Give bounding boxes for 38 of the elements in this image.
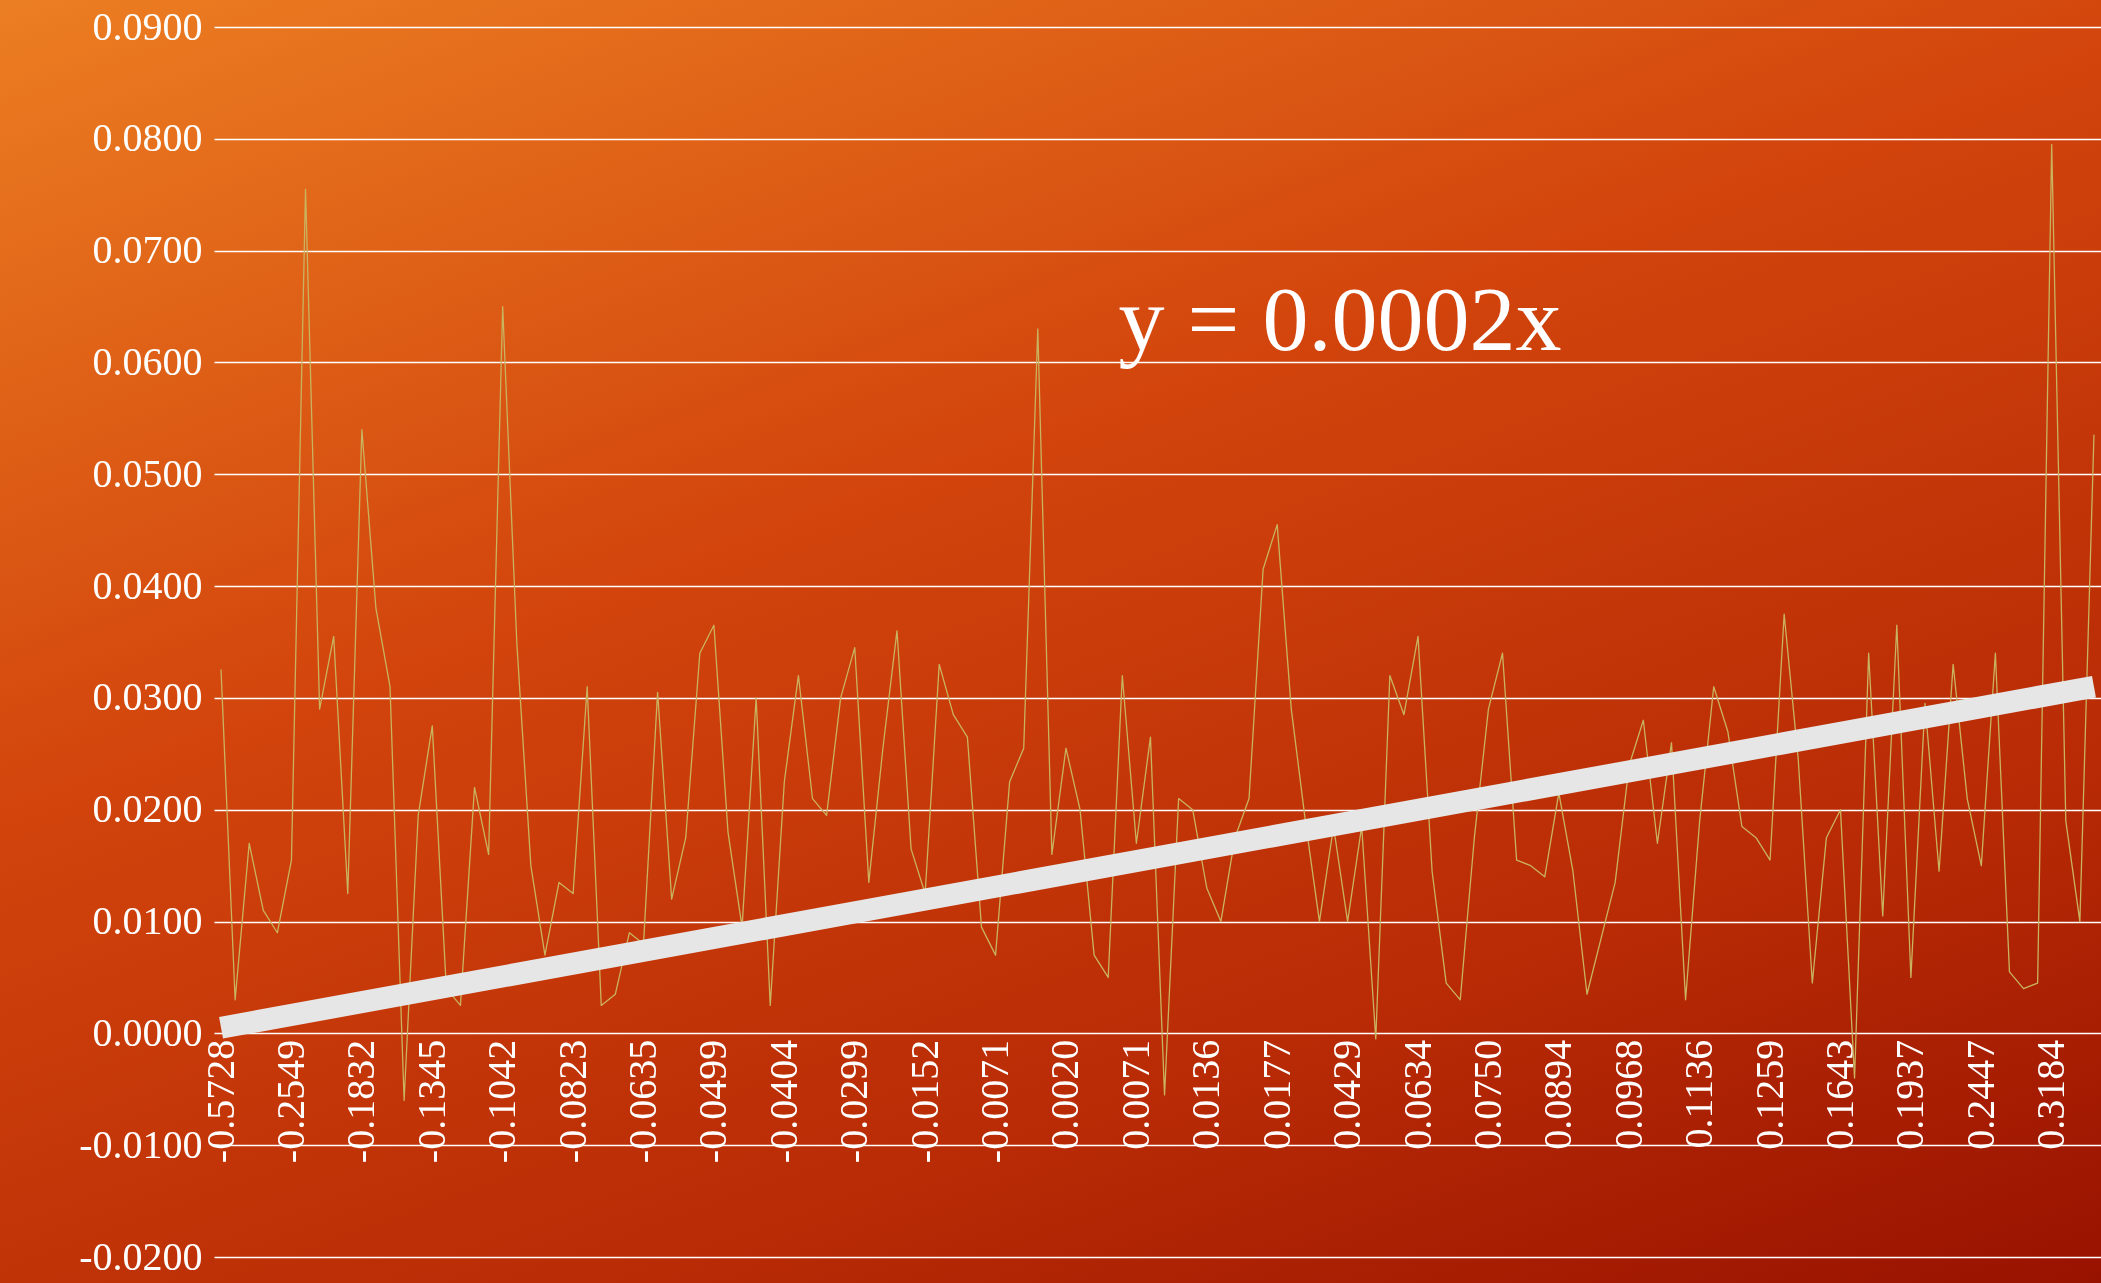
x-tick-label: -0.0299 bbox=[831, 1039, 877, 1164]
x-tick-label: 0.1136 bbox=[1676, 1039, 1722, 1149]
y-tick-label: 0.0300 bbox=[92, 674, 203, 720]
x-tick-label: -0.0635 bbox=[620, 1039, 665, 1164]
y-tick-label: 0.0200 bbox=[92, 786, 203, 832]
x-tick-label: -0.1345 bbox=[408, 1039, 454, 1164]
x-tick-label: 0.0968 bbox=[1605, 1039, 1651, 1150]
y-tick-label: 0.0100 bbox=[92, 898, 203, 944]
x-tick-label: 0.3184 bbox=[2028, 1039, 2074, 1150]
x-tick-label: -0.0152 bbox=[901, 1039, 947, 1164]
y-tick-label: -0.0200 bbox=[79, 1233, 203, 1279]
x-tick-label: -0.0499 bbox=[690, 1039, 736, 1164]
x-tick-label: 0.0071 bbox=[1112, 1039, 1158, 1150]
x-tick-label: 0.0894 bbox=[1535, 1039, 1581, 1150]
annotation: y = 0.0002x bbox=[1118, 268, 1562, 370]
x-tick-label: -0.1042 bbox=[479, 1039, 525, 1164]
x-tick-label: 0.0634 bbox=[1394, 1039, 1440, 1150]
y-tick-label: 0.0700 bbox=[92, 227, 203, 273]
x-tick-label: 0.0020 bbox=[1042, 1039, 1088, 1150]
x-tick-label: 0.0429 bbox=[1324, 1039, 1370, 1150]
x-tick-label: 0.0136 bbox=[1183, 1039, 1229, 1150]
x-tick-label: -0.0071 bbox=[972, 1039, 1018, 1164]
y-tick-label: 0.0900 bbox=[92, 3, 203, 49]
x-tick-label: 0.2447 bbox=[1957, 1039, 2003, 1150]
y-tick-label: 0.0600 bbox=[92, 338, 203, 384]
y-tick-label: 0.0500 bbox=[92, 450, 203, 496]
x-tick-label: 0.1259 bbox=[1746, 1039, 1792, 1150]
x-tick-label: -0.0823 bbox=[549, 1039, 595, 1164]
x-tick-label: 0.1643 bbox=[1816, 1039, 1862, 1150]
x-tick-label: -0.1832 bbox=[338, 1039, 384, 1164]
x-tick-label: 0.1937 bbox=[1887, 1039, 1933, 1150]
x-tick-label: -0.2549 bbox=[267, 1039, 313, 1164]
y-tick-label: 0.0400 bbox=[92, 562, 203, 608]
x-tick-label: -0.0404 bbox=[760, 1039, 806, 1164]
y-tick-label: 0.0000 bbox=[92, 1009, 203, 1055]
y-tick-label: 0.0800 bbox=[92, 115, 203, 161]
x-tick-label: 0.0750 bbox=[1464, 1039, 1510, 1150]
x-tick-label: 0.0177 bbox=[1253, 1039, 1299, 1150]
